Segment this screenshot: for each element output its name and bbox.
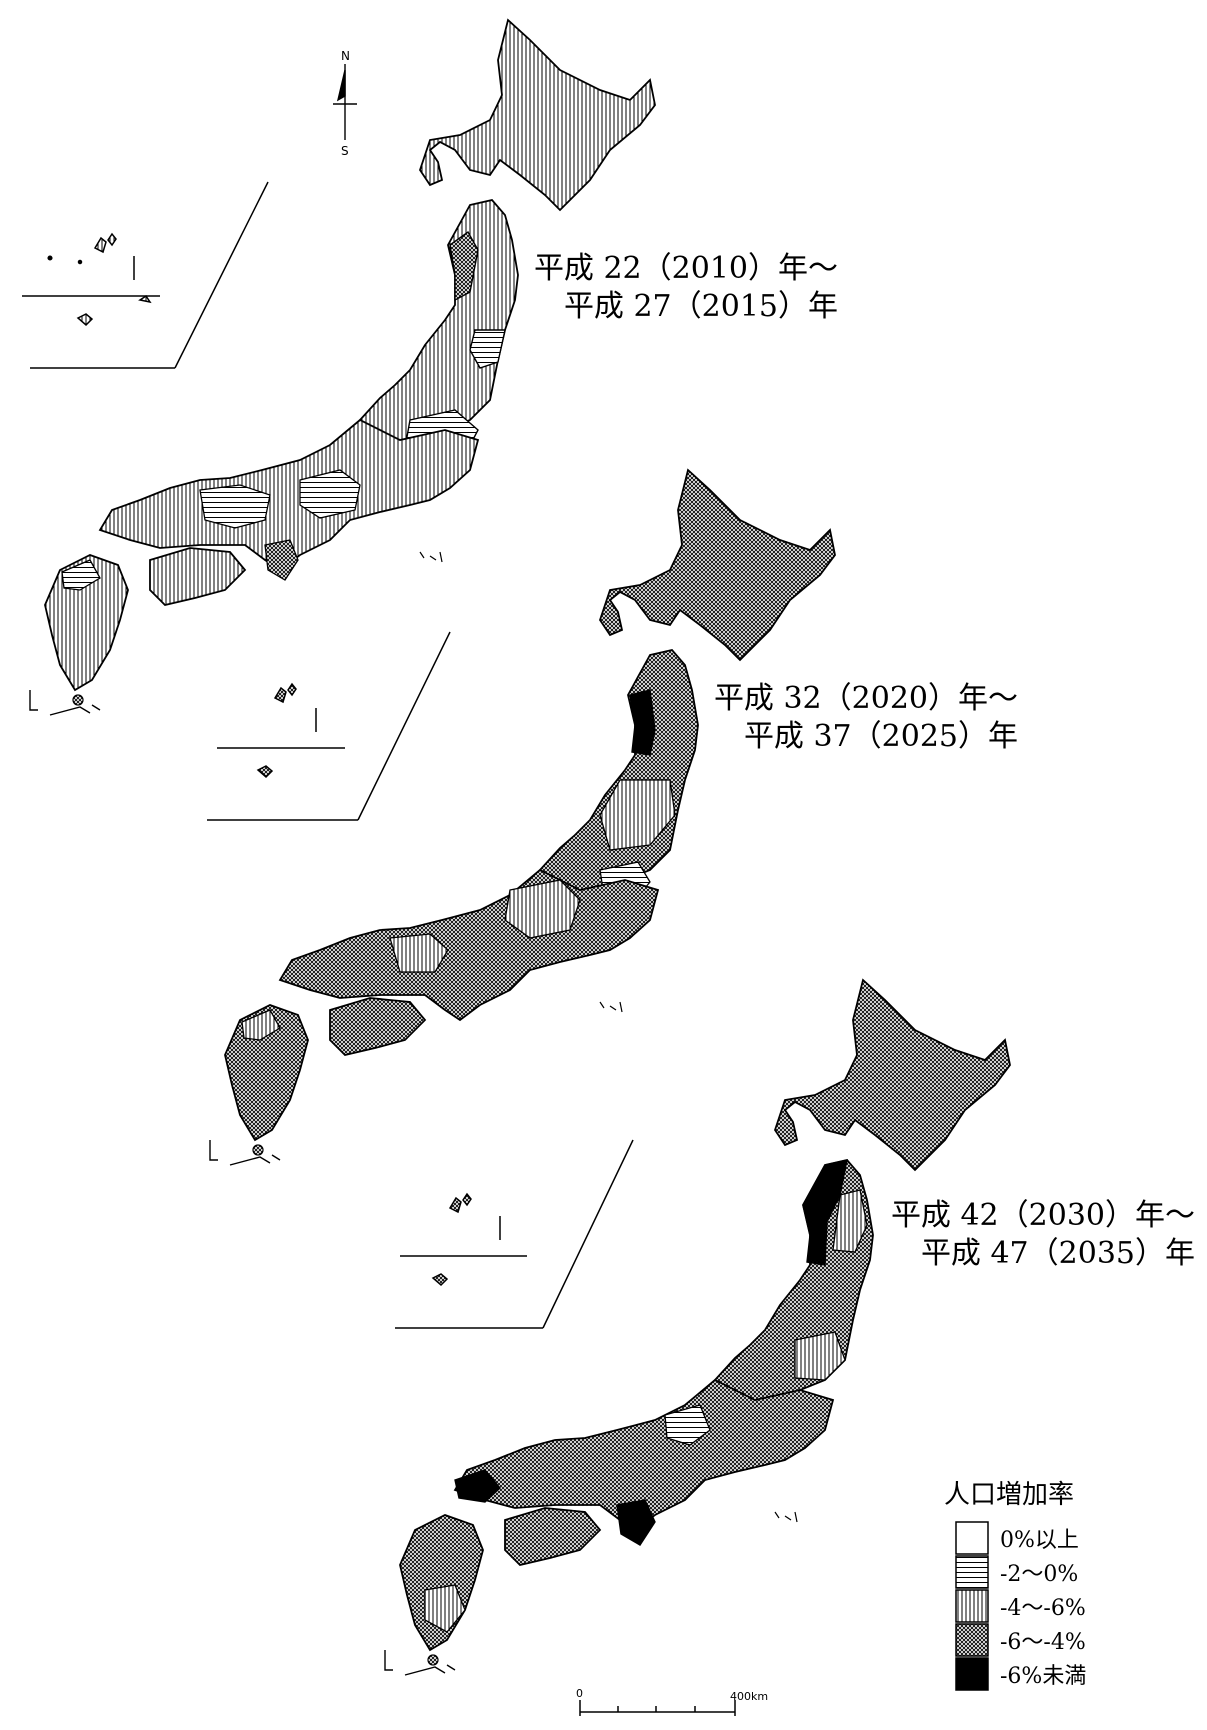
legend-swatch-white (955, 1521, 989, 1555)
honshu-north-2 (538, 649, 699, 897)
honshu-west-2 (278, 868, 660, 1022)
scale-end: 400km (730, 1690, 768, 1703)
fukuoka-2 (241, 1009, 281, 1041)
kii-1 (264, 539, 299, 581)
period-2-line1: 平成 32（2020）年～ (714, 681, 1018, 716)
izu-islands-2 (599, 1001, 623, 1013)
shikoku-1 (149, 547, 247, 606)
legend: 人口増加率 0%以上 -2～0% -4～-6% -6～-4% -6%未満 (944, 1480, 1086, 1691)
izu-islands-3 (774, 1511, 798, 1523)
chukyo-1 (299, 469, 361, 519)
tohoku-south-2 (599, 779, 676, 851)
honshu-west-1 (98, 418, 480, 572)
kyushu-3 (399, 1514, 484, 1652)
okinawa-inset-1 (22, 181, 269, 369)
aomori-1 (449, 230, 479, 302)
scale-start: 0 (576, 1687, 583, 1700)
shikoku-2 (329, 997, 427, 1056)
izu-islands-1 (419, 551, 443, 563)
kagoshima-island-3 (427, 1654, 439, 1666)
hokkaido-3 (774, 978, 1011, 1172)
legend-label-4: -6%未満 (1000, 1664, 1086, 1689)
kyushu-south-3 (424, 1584, 466, 1633)
compass-rose (333, 64, 357, 140)
period-1-line2: 平成 27（2015）年 (564, 289, 838, 324)
fukuoka-1 (61, 559, 101, 591)
kii-3 (616, 1499, 656, 1546)
kinki-1 (199, 484, 271, 529)
map-2020-2025 (207, 468, 836, 1166)
miyagi-1 (469, 329, 506, 369)
akita-2 (629, 689, 656, 756)
legend-swatch-crosshatch (955, 1623, 989, 1657)
legend-label-3: -6～-4% (1000, 1630, 1086, 1655)
aomori-akita-3 (802, 1159, 848, 1266)
legend-swatch-horizontal (955, 1555, 989, 1589)
legend-label-0: 0%以上 (1000, 1528, 1079, 1553)
map-2030-2035 (384, 978, 1011, 1676)
period-3-line2: 平成 47（2035）年 (921, 1236, 1195, 1271)
legend-swatch-vertical (955, 1589, 989, 1623)
hokkaido-1 (419, 18, 656, 212)
tokai-3 (664, 1404, 711, 1446)
okinawa-inset-2 (207, 631, 451, 821)
honshu-west-3 (453, 1378, 835, 1532)
compass-north: N (341, 49, 350, 63)
southwest-islands-3 (384, 1650, 456, 1676)
map-2010-2015: N S (22, 18, 656, 716)
shikoku-3 (504, 1507, 602, 1566)
legend-title: 人口増加率 (944, 1480, 1074, 1510)
honshu-north-1 (358, 199, 519, 447)
kanto-3 (794, 1331, 846, 1381)
period-2-line2: 平成 37（2025）年 (744, 719, 1018, 754)
kagoshima-island-1 (72, 694, 84, 706)
scale-bar (579, 1700, 736, 1716)
legend-label-1: -2～0% (1000, 1562, 1078, 1587)
kagoshima-island-2 (252, 1144, 264, 1156)
iwate-3 (832, 1189, 868, 1253)
southwest-islands-1 (29, 690, 101, 716)
legend-swatch-black (955, 1657, 989, 1691)
period-3-line1: 平成 42（2030）年～ (891, 1198, 1195, 1233)
yamaguchi-3 (454, 1469, 501, 1503)
chubu-2 (504, 879, 581, 939)
hokkaido-2 (599, 468, 836, 662)
legend-label-2: -4～-6% (1000, 1596, 1086, 1621)
southwest-islands-2 (209, 1140, 281, 1166)
compass-south: S (341, 144, 349, 158)
period-1-line1: 平成 22（2010）年～ (534, 251, 838, 286)
okinawa-inset-3 (395, 1139, 634, 1329)
kinki-2 (389, 933, 449, 973)
